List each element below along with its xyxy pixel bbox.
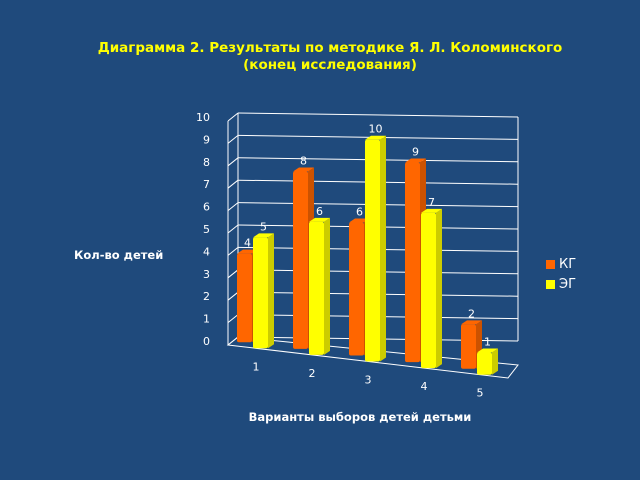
legend-item-kg: КГ [546,254,576,274]
x-tick-label: 5 [477,387,484,400]
y-tick-label: 7 [203,178,210,191]
y-tick-label: 2 [203,290,210,303]
bar-ЭГ-4 [421,212,436,369]
bar-top-ЭГ-1 [253,233,274,238]
bar-ЭГ-1 [253,237,268,349]
bar-top-КГ-5 [461,320,482,325]
bar-top-КГ-4 [405,158,426,163]
side-gridline [227,224,239,234]
bar-side-ЭГ-3 [380,135,386,362]
bar-ЭГ-5 [477,352,492,375]
side-gridline [227,291,239,301]
legend-swatch-kg [546,259,555,269]
x-tick-label: 3 [365,374,372,387]
legend: КГ ЭГ [546,254,576,294]
chart-title: Диаграмма 2. Результаты по методике Я. Л… [97,40,563,56]
data-label-КГ-2: 8 [300,154,307,167]
x-tick-label: 1 [253,360,260,373]
bar-КГ-4 [405,162,420,363]
y-tick-label: 4 [203,245,210,258]
y-tick-label: 10 [196,111,210,124]
bar-top-ЭГ-5 [477,348,498,353]
chart-title-block: Диаграмма 2. Результаты по методике Я. Л… [95,40,565,74]
bar-КГ-1 [237,253,252,343]
bar-top-ЭГ-4 [421,208,442,213]
data-label-ЭГ-5: 1 [484,336,491,349]
y-tick-label: 3 [203,268,210,281]
bar-top-ЭГ-3 [365,135,386,140]
bar-side-ЭГ-4 [436,208,442,369]
legend-label-kg: КГ [559,256,577,272]
chart-subtitle: (конец исследования) [243,57,417,73]
side-gridline [227,112,239,122]
side-gridline [227,269,239,279]
bar-КГ-2 [293,171,308,349]
x-tick-label: 4 [421,380,428,393]
bar-top-ЭГ-2 [309,217,330,222]
y-tick-label: 0 [203,335,210,348]
legend-swatch-eg [546,279,555,289]
x-axis-label: Варианты выборов детей детьми [248,410,472,424]
bar-top-КГ-3 [349,218,370,223]
bar-side-ЭГ-1 [268,233,274,349]
y-tick-label: 9 [203,133,210,146]
data-label-КГ-3: 6 [356,205,363,218]
bar-КГ-3 [349,222,364,356]
bar-ЭГ-2 [309,221,324,355]
data-label-КГ-1: 4 [244,237,251,250]
bar-side-ЭГ-2 [324,217,330,355]
data-label-ЭГ-4: 7 [428,196,435,209]
data-label-КГ-5: 2 [468,307,475,320]
side-gridline [227,202,239,211]
data-label-ЭГ-1: 5 [260,220,267,233]
y-tick-label: 8 [203,156,210,169]
legend-label-eg: ЭГ [559,276,577,292]
y-tick-label: 5 [203,223,210,236]
data-label-КГ-4: 9 [412,146,419,159]
y-axis-label: Кол-во детей [74,248,164,262]
bar-top-КГ-2 [293,167,314,172]
data-label-ЭГ-2: 6 [316,205,323,218]
y-tick-label: 1 [203,313,210,326]
side-gridline [227,179,239,189]
side-gridline [227,314,239,323]
y-tick-label: 6 [203,201,210,214]
bar-КГ-5 [461,324,476,369]
data-label-ЭГ-3: 10 [369,123,383,136]
x-tick-label: 2 [309,367,316,380]
bar-ЭГ-3 [365,139,380,362]
side-gridline [227,157,239,167]
legend-item-eg: ЭГ [546,274,576,294]
bar-side-ЭГ-5 [492,348,498,375]
bar-top-КГ-1 [237,249,258,254]
side-gridline [227,135,239,144]
side-gridline [227,247,239,256]
gridline [237,112,519,118]
